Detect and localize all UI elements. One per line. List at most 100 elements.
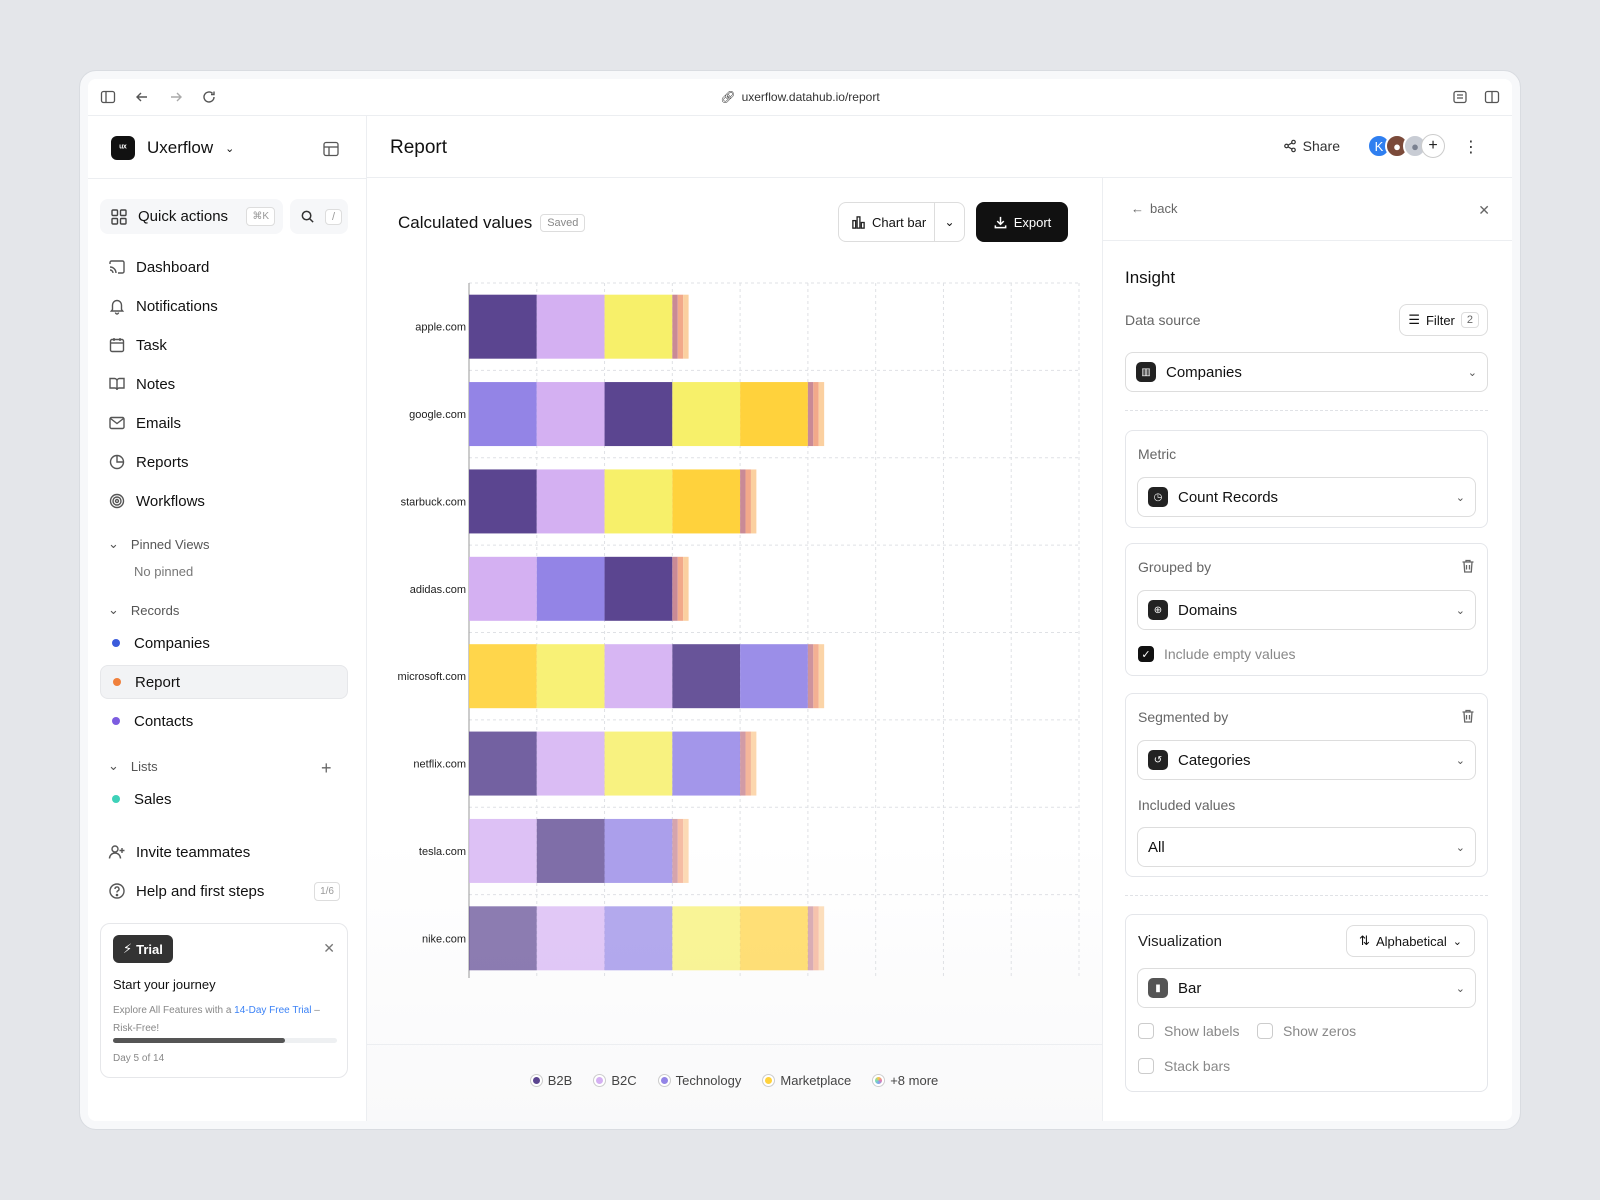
legend-item-marketplace[interactable]: Marketplace [763,1073,851,1088]
nav-workflows[interactable]: Workflows [108,490,205,512]
share-button[interactable]: Share [1283,138,1340,154]
trash-icon[interactable] [1461,558,1475,574]
bar-segment [469,382,537,447]
divider [88,178,366,179]
bar-segment [604,818,673,883]
chart-type-button[interactable]: Chart bar [839,203,935,241]
included-values-select[interactable]: All ⌄ [1137,827,1476,867]
bar-segment [683,294,689,359]
nav-reports[interactable]: Reports [108,451,189,473]
show-zeros-checkbox[interactable]: Show zeros [1257,1023,1356,1039]
record-report[interactable]: Report [100,665,348,699]
nav-dashboard[interactable]: Dashboard [108,256,209,278]
segmented-by-select[interactable]: ↺ Categories ⌄ [1137,740,1476,780]
include-empty-checkbox[interactable]: ✓ Include empty values [1138,646,1296,662]
bar-segment [818,382,825,447]
show-labels-checkbox[interactable]: Show labels [1138,1023,1240,1039]
pinned-views-toggle[interactable]: ⌄ Pinned Views [108,536,209,552]
close-icon[interactable]: ✕ [1478,202,1490,218]
back-arrow-icon[interactable] [134,89,150,105]
nav-notifications[interactable]: Notifications [108,295,218,317]
legend-item-b2b[interactable]: B2B [530,1073,572,1088]
address-bar[interactable]: 🔗︎ uxerflow.datahub.io/report [88,90,1512,104]
layout-icon[interactable] [322,140,340,158]
reload-icon[interactable] [201,89,217,105]
bar-segment [750,731,757,796]
forward-arrow-icon[interactable] [168,89,184,105]
stack-bars-checkbox[interactable]: Stack bars [1138,1058,1230,1074]
search-button[interactable]: / [290,199,348,234]
data-source-select[interactable]: ▥ Companies ⌄ [1125,352,1488,392]
invite-teammates[interactable]: Invite teammates [108,841,250,863]
help-first-steps[interactable]: Help and first steps 1/6 [108,880,340,902]
back-button[interactable]: ← back [1131,201,1177,216]
nav-notes[interactable]: Notes [108,373,175,395]
more-options-icon[interactable]: ⋮ [1463,139,1479,156]
chevron-down-icon: ⌄ [1455,754,1465,767]
y-tick-label: tesla.com [419,846,466,858]
bar-segment [469,818,537,883]
bar-segment [750,469,757,534]
grouped-value: Domains [1178,601,1238,619]
list-sales[interactable]: Sales [108,782,172,816]
lists-toggle[interactable]: ⌄ Lists [108,758,158,774]
records-toggle[interactable]: ⌄ Records [108,602,179,618]
split-view-icon[interactable] [1484,89,1500,105]
reader-icon[interactable] [1452,89,1468,105]
bar-segment [536,294,605,359]
trial-badge-label: Trial [136,941,163,957]
record-contacts[interactable]: Contacts [108,704,193,738]
chevron-down-icon: ⌄ [108,536,119,551]
bar-segment [740,644,808,709]
export-button[interactable]: Export [976,202,1068,242]
record-label: Report [135,673,181,691]
y-tick-label: apple.com [415,322,466,334]
trial-progress-fill [113,1038,286,1043]
grid-icon [110,208,128,226]
divider [1125,895,1488,896]
filter-button[interactable]: ☰ Filter 2 [1399,304,1488,336]
collaborator-avatars[interactable]: K ● ● + [1367,134,1445,158]
workspace-switcher[interactable]: ᵘˣ Uxerflow ⌄ [111,136,234,160]
add-member-icon[interactable]: + [1421,134,1445,158]
add-list-icon[interactable]: + [321,758,332,778]
nav-task[interactable]: Task [108,334,167,356]
pie-chart-icon [108,453,126,471]
section-title: Lists [130,758,158,774]
visualization-select[interactable]: ▮ Bar ⌄ [1137,968,1476,1008]
lightning-icon: ⚡︎ [123,941,133,956]
segmented-by-card: Segmented by ↺ Categories ⌄ Included val… [1125,693,1488,877]
metric-label: Metric [1138,446,1177,462]
main-area: Report Share K ● ● + ⋮ Calculated values… [367,116,1512,1121]
legend-item-more[interactable]: +8 more [873,1073,938,1088]
sidebar-toggle-icon[interactable] [100,89,116,105]
quick-actions-button[interactable]: Quick actions ⌘K [100,199,283,234]
grouped-label: Grouped by [1138,559,1212,575]
bar-segment [745,469,751,534]
chart-type-dropdown[interactable]: Chart bar ⌄ [838,202,965,242]
book-icon [108,375,126,393]
legend-item-technology[interactable]: Technology [658,1073,741,1088]
sort-dropdown[interactable]: ⇅ Alphabetical ⌄ [1346,925,1475,957]
trial-link[interactable]: 14-Day Free Trial [234,1005,312,1016]
record-label: Contacts [134,712,194,730]
arrow-left-icon: ← [1131,201,1144,216]
bar-segment [677,294,684,359]
bar-segment [740,469,746,534]
nav-label: Emails [136,414,182,432]
legend-item-b2c[interactable]: B2C [594,1073,637,1088]
grouped-by-select[interactable]: ⊕ Domains ⌄ [1137,590,1476,630]
chevron-down-icon[interactable]: ⌄ [944,215,955,229]
close-icon[interactable]: ✕ [323,940,335,956]
workspace-name: Uxerflow [147,138,214,157]
segmented-label: Segmented by [1138,709,1229,725]
checkbox-icon [1138,1023,1154,1039]
trash-icon[interactable] [1461,708,1475,724]
nav-label: Notifications [136,297,218,315]
metric-select[interactable]: ◷ Count Records ⌄ [1137,477,1476,517]
record-companies[interactable]: Companies [108,626,210,660]
nav-label: Workflows [136,492,205,510]
bar-segment [672,731,741,796]
nav-emails[interactable]: Emails [108,412,181,434]
bar-segment [469,906,537,971]
